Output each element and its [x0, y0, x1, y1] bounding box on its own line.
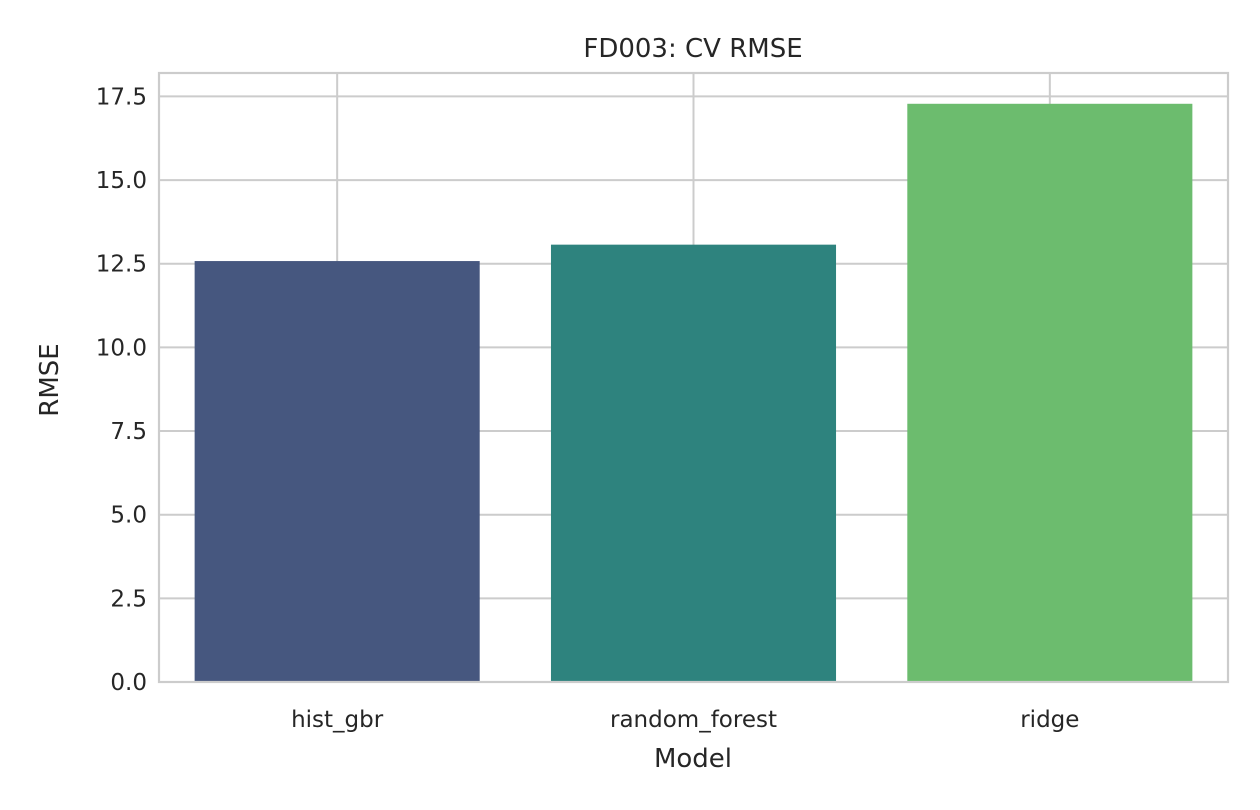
- x-tick-label: hist_gbr: [291, 707, 384, 733]
- y-axis-label: RMSE: [35, 343, 65, 416]
- bar-random-forest: [550, 244, 837, 682]
- y-tick-label: 10.0: [96, 335, 147, 361]
- y-tick-label: 5.0: [110, 503, 147, 529]
- y-tick-label: 2.5: [110, 586, 147, 612]
- y-tick-label: 7.5: [110, 419, 147, 445]
- bar-hist-gbr: [194, 261, 480, 682]
- plot-frame: [157, 71, 1230, 684]
- y-tick-label: 0.0: [110, 670, 147, 696]
- bar-ridge: [907, 103, 1193, 683]
- x-tick-label: ridge: [1020, 707, 1079, 733]
- bars: [194, 103, 1193, 683]
- chart-title: FD003: CV RMSE: [583, 34, 802, 64]
- x-tick-label: random_forest: [610, 707, 777, 733]
- y-tick-label: 17.5: [96, 84, 147, 110]
- x-axis-label: Model: [654, 744, 732, 774]
- y-axis-ticks: 0.0 2.5 5.0 7.5 10.0 12.5 15.0 17.5: [96, 84, 147, 696]
- y-tick-label: 12.5: [96, 252, 147, 278]
- x-axis-ticks: hist_gbr random_forest ridge: [291, 707, 1079, 733]
- y-tick-label: 15.0: [96, 168, 147, 194]
